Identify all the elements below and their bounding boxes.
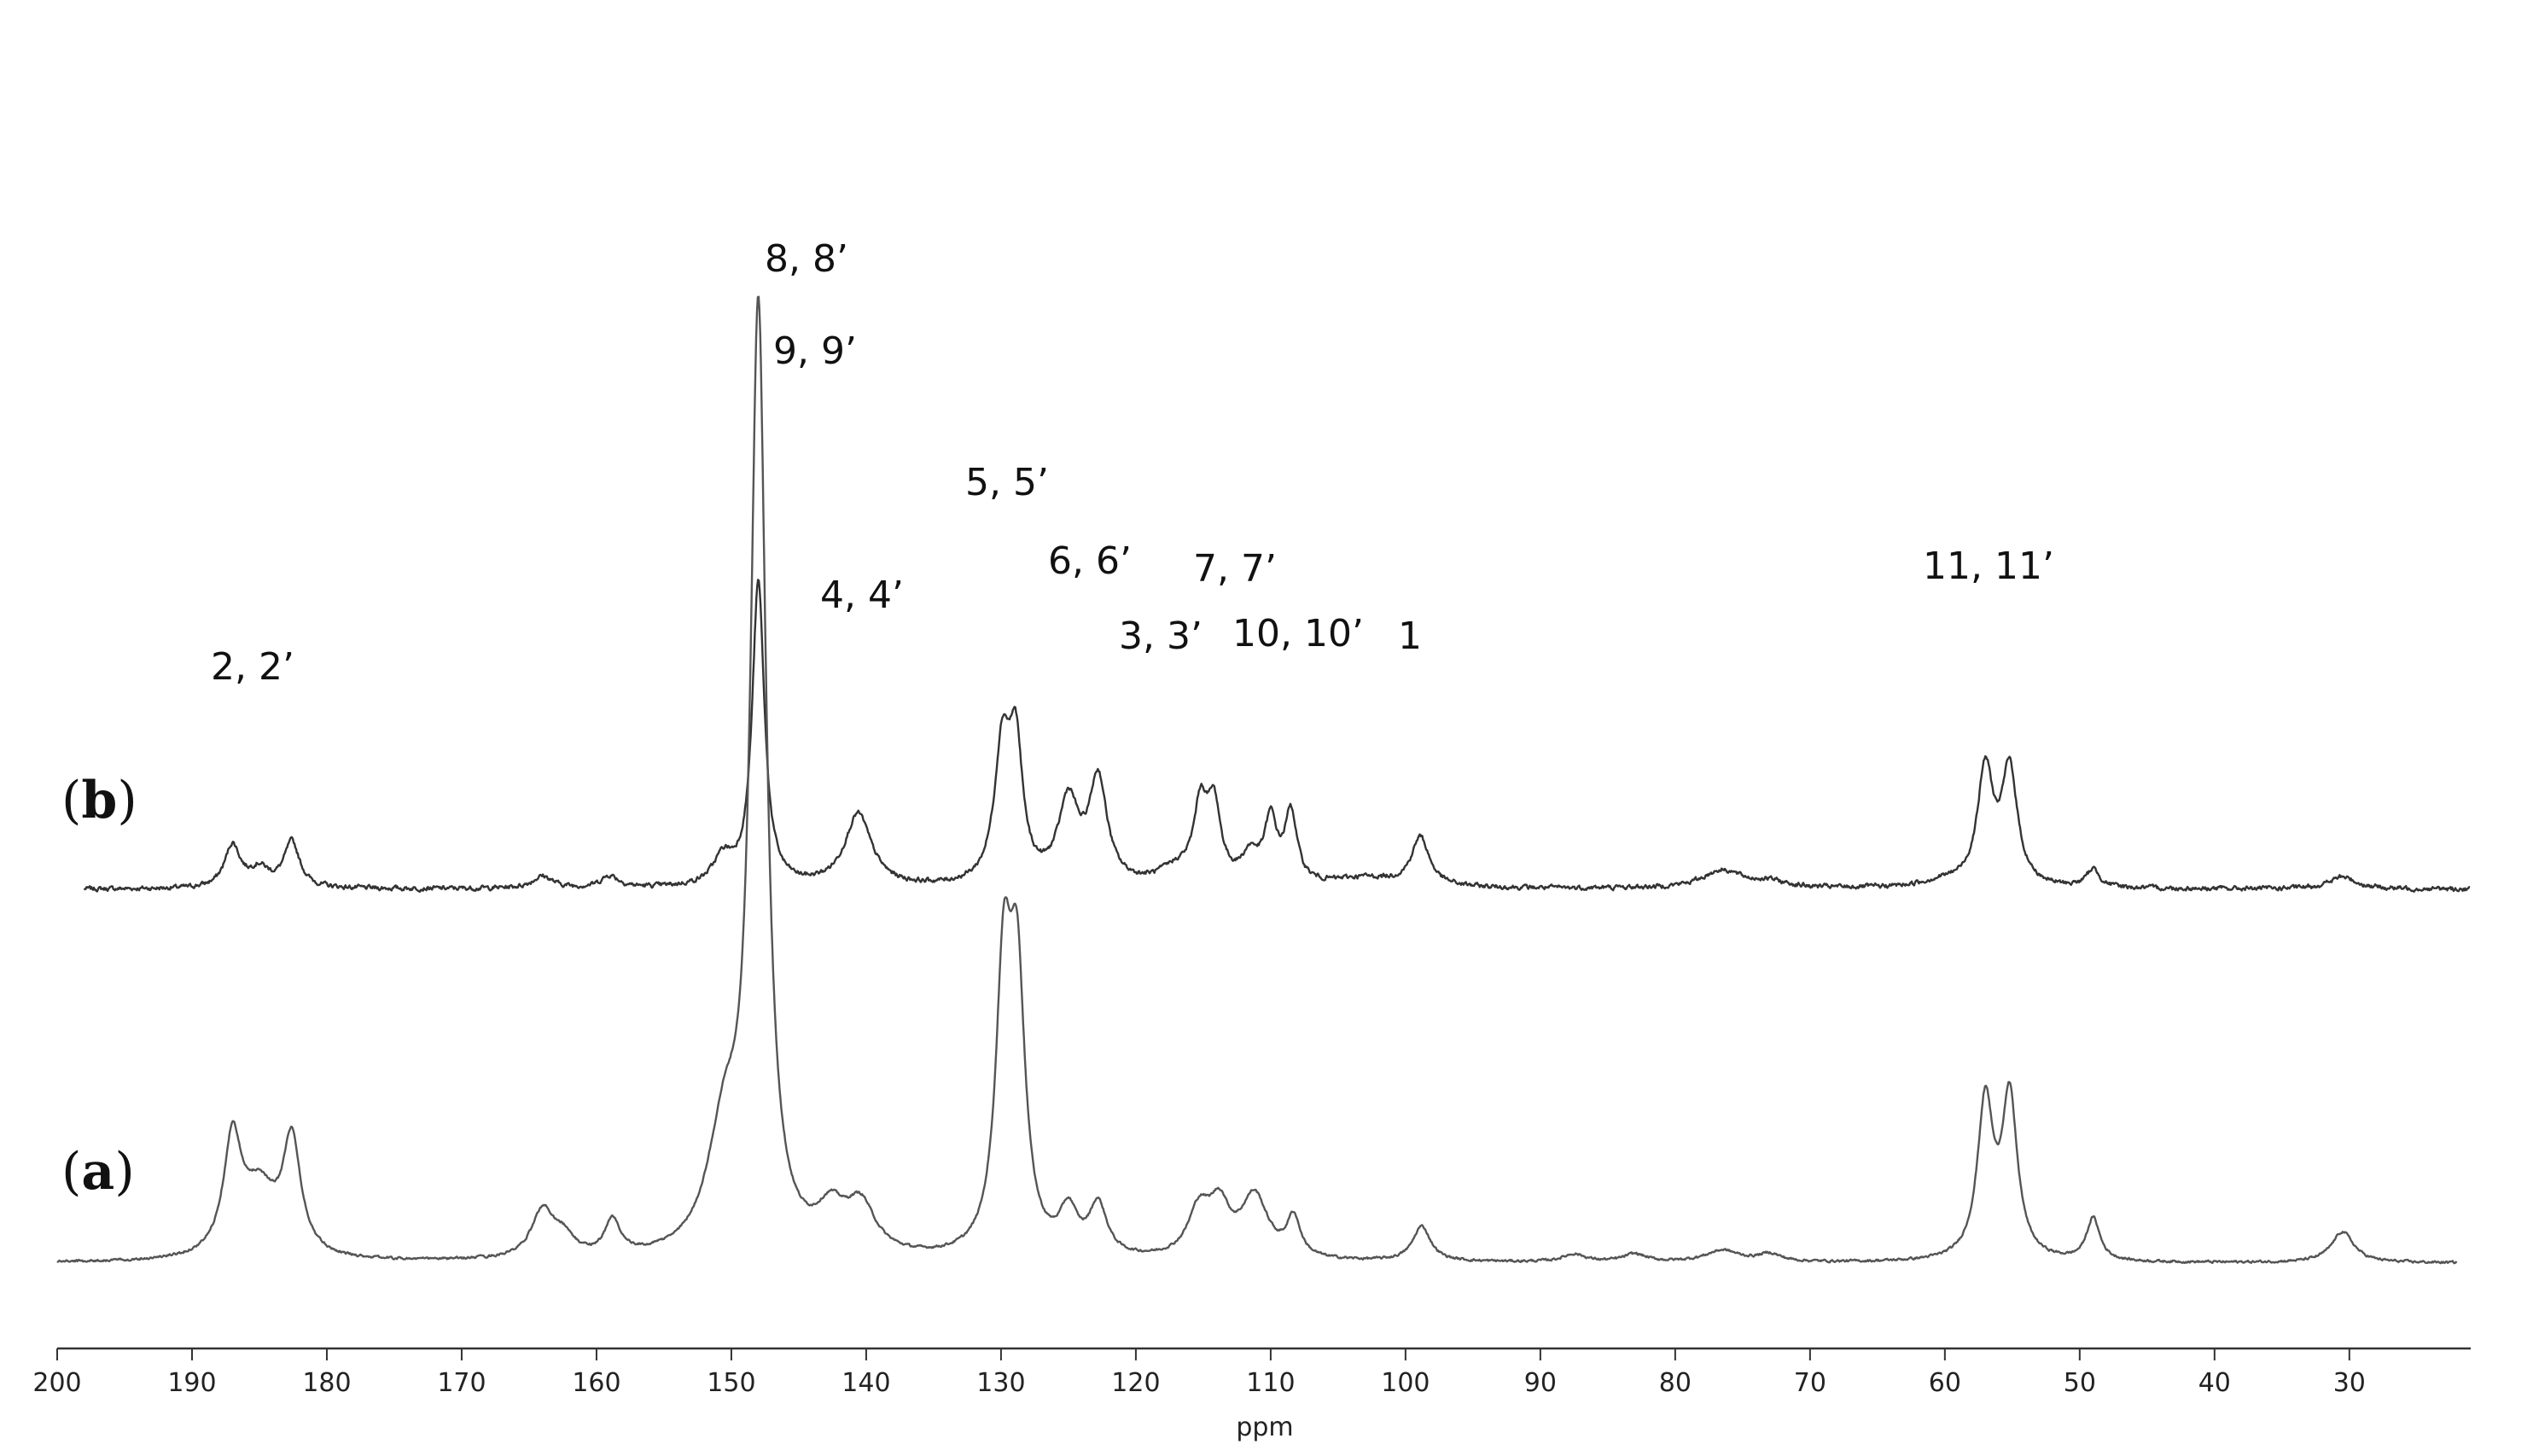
- x-tick-label-80: 80: [1659, 1368, 1692, 1398]
- spectrum-trace-b: [83, 579, 2471, 893]
- peak-label-1: 1: [1398, 614, 1422, 658]
- x-tick-label-100: 100: [1381, 1368, 1430, 1398]
- x-axis-title: ppm: [1236, 1412, 1293, 1442]
- peak-label-8: 8, 8’: [765, 237, 848, 281]
- peak-label-2: 2, 2’: [211, 645, 294, 689]
- peak-label-11: 11, 11’: [1923, 545, 2054, 588]
- x-tick-label-200: 200: [32, 1368, 81, 1398]
- peak-label-10: 10, 10’: [1232, 612, 1364, 655]
- spectrum-trace-a: [56, 295, 2458, 1265]
- x-tick-label-110: 110: [1246, 1368, 1295, 1398]
- trace-label-a: (a): [61, 1142, 135, 1202]
- x-tick-label-180: 180: [302, 1368, 351, 1398]
- x-tick-label-40: 40: [2198, 1368, 2231, 1398]
- peak-labels: 2, 2’ 8, 8’ 9, 9’ 4, 4’ 5, 5’ 6, 6’ 7, 7…: [211, 237, 2054, 689]
- x-tick-label-160: 160: [572, 1368, 620, 1398]
- trace-label-b: (b): [61, 771, 137, 830]
- peak-label-4: 4, 4’: [820, 574, 904, 617]
- peak-label-6: 6, 6’: [1048, 539, 1132, 583]
- x-tick-label-190: 190: [167, 1368, 216, 1398]
- x-tick-label-140: 140: [841, 1368, 890, 1398]
- peak-label-7: 7, 7’: [1193, 547, 1277, 591]
- peak-label-5: 5, 5’: [965, 461, 1049, 504]
- peak-label-9: 9, 9’: [773, 329, 857, 373]
- x-tick-label-90: 90: [1524, 1368, 1557, 1398]
- x-axis-ticks: 200 190 180 170 160 150 140 130 120 110 100 90 80 70 6…: [32, 1348, 2366, 1398]
- x-tick-label-50: 50: [2064, 1368, 2096, 1398]
- x-tick-label-70: 70: [1794, 1368, 1826, 1398]
- x-tick-label-170: 170: [437, 1368, 486, 1398]
- x-tick-label-150: 150: [707, 1368, 755, 1398]
- x-tick-label-60: 60: [1929, 1368, 1961, 1398]
- x-tick-label-30: 30: [2333, 1368, 2366, 1398]
- x-tick-label-130: 130: [976, 1368, 1025, 1398]
- x-tick-label-120: 120: [1111, 1368, 1160, 1398]
- peak-label-3: 3, 3’: [1119, 614, 1203, 658]
